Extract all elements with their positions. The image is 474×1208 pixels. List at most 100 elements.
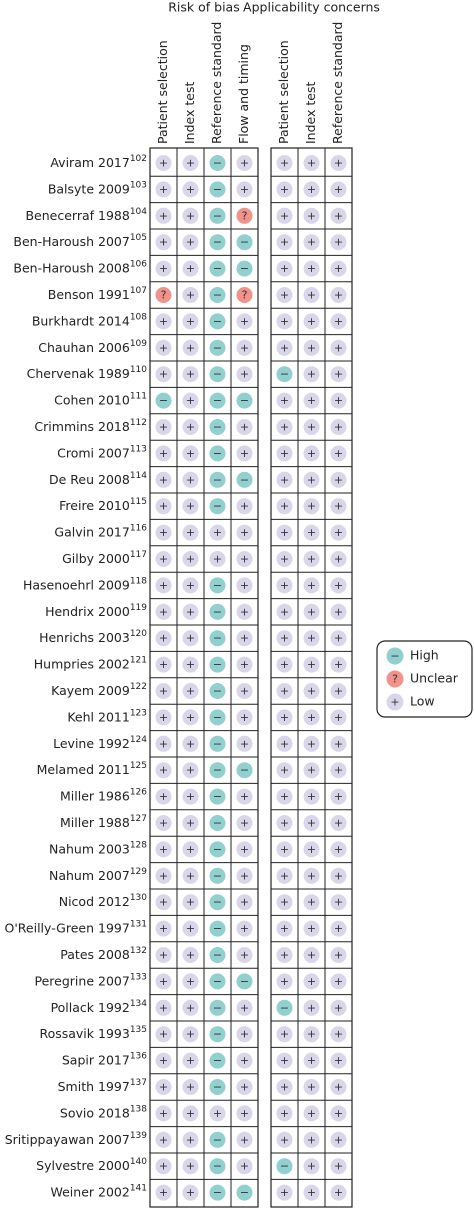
rating-circle	[236, 181, 253, 198]
rating-symbol: +	[307, 605, 316, 618]
study-ref: 129	[130, 866, 147, 876]
rating-symbol: +	[307, 658, 316, 671]
rating-symbol: +	[280, 1107, 289, 1120]
rating-circle	[155, 577, 172, 594]
rating-symbol: +	[307, 447, 316, 460]
study-label: Nahum 2007129	[49, 866, 147, 882]
rating-circle	[236, 630, 253, 647]
rating-symbol: −	[213, 737, 222, 750]
rating-symbol: +	[334, 526, 343, 539]
study-ref: 107	[130, 286, 147, 296]
rating-symbol: +	[240, 1160, 249, 1173]
rating-symbol: +	[334, 289, 343, 302]
rating-symbol: +	[186, 183, 195, 196]
study-label: Sritippayawan 2007139	[5, 1130, 148, 1146]
rating-circle	[276, 735, 293, 752]
rating-symbol: +	[159, 711, 168, 724]
rating-circle	[182, 577, 199, 594]
study-ref: 110	[130, 365, 147, 375]
rating-symbol: +	[159, 157, 168, 170]
study-ref: 112	[130, 418, 147, 428]
rating-symbol: +	[186, 421, 195, 434]
study-label: Humpries 2002121	[34, 655, 147, 671]
rating-symbol: +	[186, 1160, 195, 1173]
rating-circle	[182, 260, 199, 277]
study-ref: 109	[130, 338, 147, 348]
rating-circle	[209, 155, 226, 171]
rating-circle	[182, 1052, 199, 1069]
study-label: Crimmins 2018112	[34, 418, 147, 434]
rating-circle	[209, 1131, 226, 1148]
rating-circle	[330, 287, 347, 303]
study-label: Rossavik 1993135	[39, 1025, 147, 1041]
study-ref: 134	[130, 998, 147, 1008]
study-ref: 124	[130, 734, 147, 744]
rating-symbol: +	[240, 658, 249, 671]
rating-circle	[276, 577, 293, 594]
rating-circle	[276, 788, 293, 805]
rating-circle	[330, 445, 347, 462]
rating-circle	[303, 1052, 320, 1069]
rating-circle	[155, 260, 172, 277]
rating-circle	[209, 1052, 226, 1069]
rating-circle	[182, 287, 199, 303]
study-name: Kayem 2009	[51, 683, 130, 698]
rating-circle	[209, 630, 226, 647]
rating-circle	[330, 841, 347, 858]
rating-symbol: +	[159, 922, 168, 935]
rating-circle	[330, 392, 347, 409]
study-label: Peregrine 2007133	[35, 972, 147, 988]
rating-symbol: +	[280, 658, 289, 671]
rating-symbol: +	[307, 289, 316, 302]
rating-symbol: +	[159, 1054, 168, 1067]
rating-symbol: −	[213, 896, 222, 909]
rating-circle	[155, 155, 172, 171]
rating-circle	[303, 947, 320, 963]
rating-symbol: +	[280, 896, 289, 909]
rating-circle	[182, 709, 199, 726]
study-ref: 123	[130, 708, 147, 718]
study-name: Sylvestre 2000	[36, 1158, 130, 1173]
rating-circle	[236, 656, 253, 673]
rating-circle	[209, 920, 226, 937]
rating-circle	[276, 260, 293, 277]
rating-circle	[182, 313, 199, 330]
rating-circle	[209, 207, 226, 224]
rating-circle	[330, 709, 347, 726]
study-ref: 139	[130, 1130, 147, 1140]
rating-symbol: +	[240, 711, 249, 724]
rating-circle	[330, 973, 347, 990]
rating-circle	[236, 920, 253, 937]
rating-symbol: +	[307, 922, 316, 935]
study-ref: 116	[130, 523, 147, 533]
rating-circle	[330, 815, 347, 831]
rating-symbol: +	[280, 605, 289, 618]
rating-circle	[182, 366, 199, 383]
rating-symbol: +	[280, 553, 289, 566]
rating-circle	[276, 1105, 293, 1122]
group-title: Applicability concerns	[243, 0, 380, 15]
rating-symbol: −	[213, 447, 222, 460]
rating-symbol: −	[280, 1001, 289, 1014]
rating-circle	[330, 1158, 347, 1175]
legend-symbol: ?	[392, 673, 398, 686]
rating-symbol: +	[280, 579, 289, 592]
rating-circle	[330, 1026, 347, 1043]
rating-circle	[303, 551, 320, 567]
study-name: Burkhardt 2014	[32, 313, 130, 328]
rating-circle	[236, 524, 253, 541]
rating-circle	[236, 577, 253, 594]
rating-symbol: +	[280, 236, 289, 249]
rating-circle	[330, 419, 347, 435]
rating-symbol: +	[334, 341, 343, 354]
rating-symbol: +	[159, 975, 168, 988]
study-name: Crimmins 2018	[34, 419, 129, 434]
rating-circle	[276, 313, 293, 330]
rating-circle	[303, 155, 320, 171]
study-label: O'Reilly-Green 1997131	[5, 919, 147, 935]
study-name: De Reu 2008	[49, 471, 130, 486]
column-header: Reference standard	[209, 22, 224, 144]
rating-symbol: +	[280, 526, 289, 539]
